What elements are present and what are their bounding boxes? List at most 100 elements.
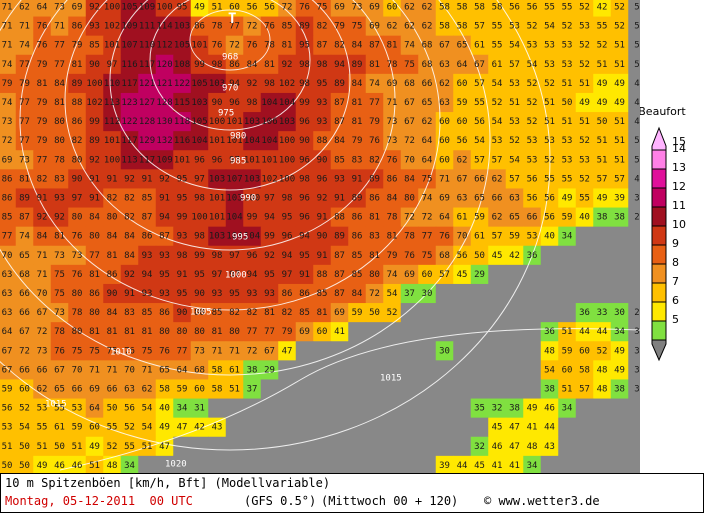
gust-value: 76 <box>212 41 223 51</box>
wind-cell <box>383 360 402 380</box>
gust-value: 75 <box>54 289 65 299</box>
gust-value: 86 <box>159 308 170 318</box>
gust-value: 73 <box>387 117 398 127</box>
gust-value: 51 <box>597 136 608 146</box>
gust-value: 91 <box>142 174 153 184</box>
wind-cell <box>155 35 174 56</box>
gust-value: 79 <box>37 60 48 70</box>
wind-cell <box>558 188 577 209</box>
wind-cell <box>120 264 139 285</box>
wind-cell <box>295 0 314 18</box>
gust-value: 98 <box>212 60 223 70</box>
isobar-label: 970 <box>222 84 238 94</box>
gust-value: 67 <box>404 98 415 108</box>
wind-cell <box>278 341 297 361</box>
gust-value: 55 <box>54 404 65 414</box>
gust-value: 81 <box>54 232 65 242</box>
wind-cell <box>243 322 262 342</box>
wind-cell <box>120 169 139 189</box>
wind-cell <box>435 417 454 438</box>
gust-value: 84 <box>404 174 415 184</box>
gust-value: 66 <box>19 365 30 375</box>
wind-cell <box>295 436 314 457</box>
gust-value: 81 <box>264 60 275 70</box>
gust-value: 80 <box>72 289 83 299</box>
gust-value: 117 <box>139 155 155 165</box>
wind-cell <box>260 303 279 323</box>
gust-value: 52 <box>544 155 555 165</box>
gust-value: 53 <box>527 155 538 165</box>
gust-value: 57 <box>509 60 520 70</box>
gust-value: 61 <box>457 213 468 223</box>
wind-cell <box>383 264 402 285</box>
gust-value: 45 <box>492 251 503 261</box>
gust-value: 5 <box>634 41 639 51</box>
wind-cell <box>295 131 314 151</box>
wind-cell <box>225 398 244 419</box>
gust-value: 96 <box>229 98 240 108</box>
wind-cell <box>435 303 454 323</box>
wind-cell <box>33 379 52 400</box>
wind-cell <box>0 150 17 170</box>
wind-cell <box>33 35 52 56</box>
gust-value: 88 <box>317 136 328 146</box>
wind-cell <box>383 73 402 94</box>
wind-cell <box>435 35 454 56</box>
wind-cell <box>0 35 17 56</box>
gust-value: 76 <box>72 270 83 280</box>
wind-cell <box>593 379 612 400</box>
wind-cell <box>0 303 17 323</box>
gust-value: 62 <box>387 22 398 32</box>
gust-value: 60 <box>439 117 450 127</box>
wind-cell <box>260 92 279 113</box>
wind-cell <box>610 226 629 247</box>
gust-value: 68 <box>194 365 205 375</box>
gust-value: 113 <box>104 98 120 108</box>
legend-swatch <box>651 263 667 284</box>
gust-value: 71 <box>89 365 100 375</box>
wind-cell <box>0 188 17 209</box>
wind-cell <box>260 455 279 473</box>
gust-value: 91 <box>89 194 100 204</box>
gust-value: 71 <box>2 41 13 51</box>
wind-cell <box>295 455 314 473</box>
gust-value: 53 <box>562 41 573 51</box>
gust-value: 69 <box>369 22 380 32</box>
wind-cell <box>523 360 542 380</box>
gust-value: 34 <box>562 404 573 414</box>
gust-value: 75 <box>317 3 328 13</box>
wind-cell <box>15 360 34 380</box>
gust-value: 88 <box>334 213 345 223</box>
gust-value: 115 <box>174 98 190 108</box>
wind-cell <box>348 341 367 361</box>
gust-value: 96 <box>317 174 328 184</box>
wind-cell <box>610 303 629 323</box>
gust-value: 93 <box>54 194 65 204</box>
gust-value: 60 <box>89 423 100 433</box>
wind-cell <box>610 54 629 75</box>
gust-value: 98 <box>247 98 258 108</box>
gust-value: 101 <box>209 194 225 204</box>
gust-value: 73 <box>72 251 83 261</box>
gust-value: 82 <box>124 213 135 223</box>
wind-cell <box>50 379 69 400</box>
gust-value: 5 <box>634 155 639 165</box>
wind-cell <box>120 341 139 361</box>
gust-value: 49 <box>562 194 573 204</box>
gust-value: 52 <box>579 41 590 51</box>
gust-value: 49 <box>37 461 48 471</box>
wind-cell <box>488 35 507 56</box>
wind-cell <box>330 379 349 400</box>
wind-cell <box>400 188 419 209</box>
gust-value: 50 <box>369 308 380 318</box>
gust-value: 91 <box>352 174 363 184</box>
wind-cell <box>610 73 629 94</box>
gust-value: 65 <box>19 251 30 261</box>
gust-value: 98 <box>212 251 223 261</box>
wind-cell <box>540 455 559 473</box>
gust-value: 73 <box>2 117 13 127</box>
gust-value: 87 <box>334 270 345 280</box>
gust-value: 58 <box>439 22 450 32</box>
gust-value: 60 <box>422 270 433 280</box>
wind-cell <box>155 92 174 113</box>
